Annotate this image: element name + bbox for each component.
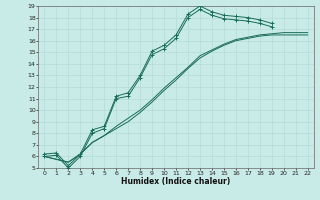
X-axis label: Humidex (Indice chaleur): Humidex (Indice chaleur) xyxy=(121,177,231,186)
